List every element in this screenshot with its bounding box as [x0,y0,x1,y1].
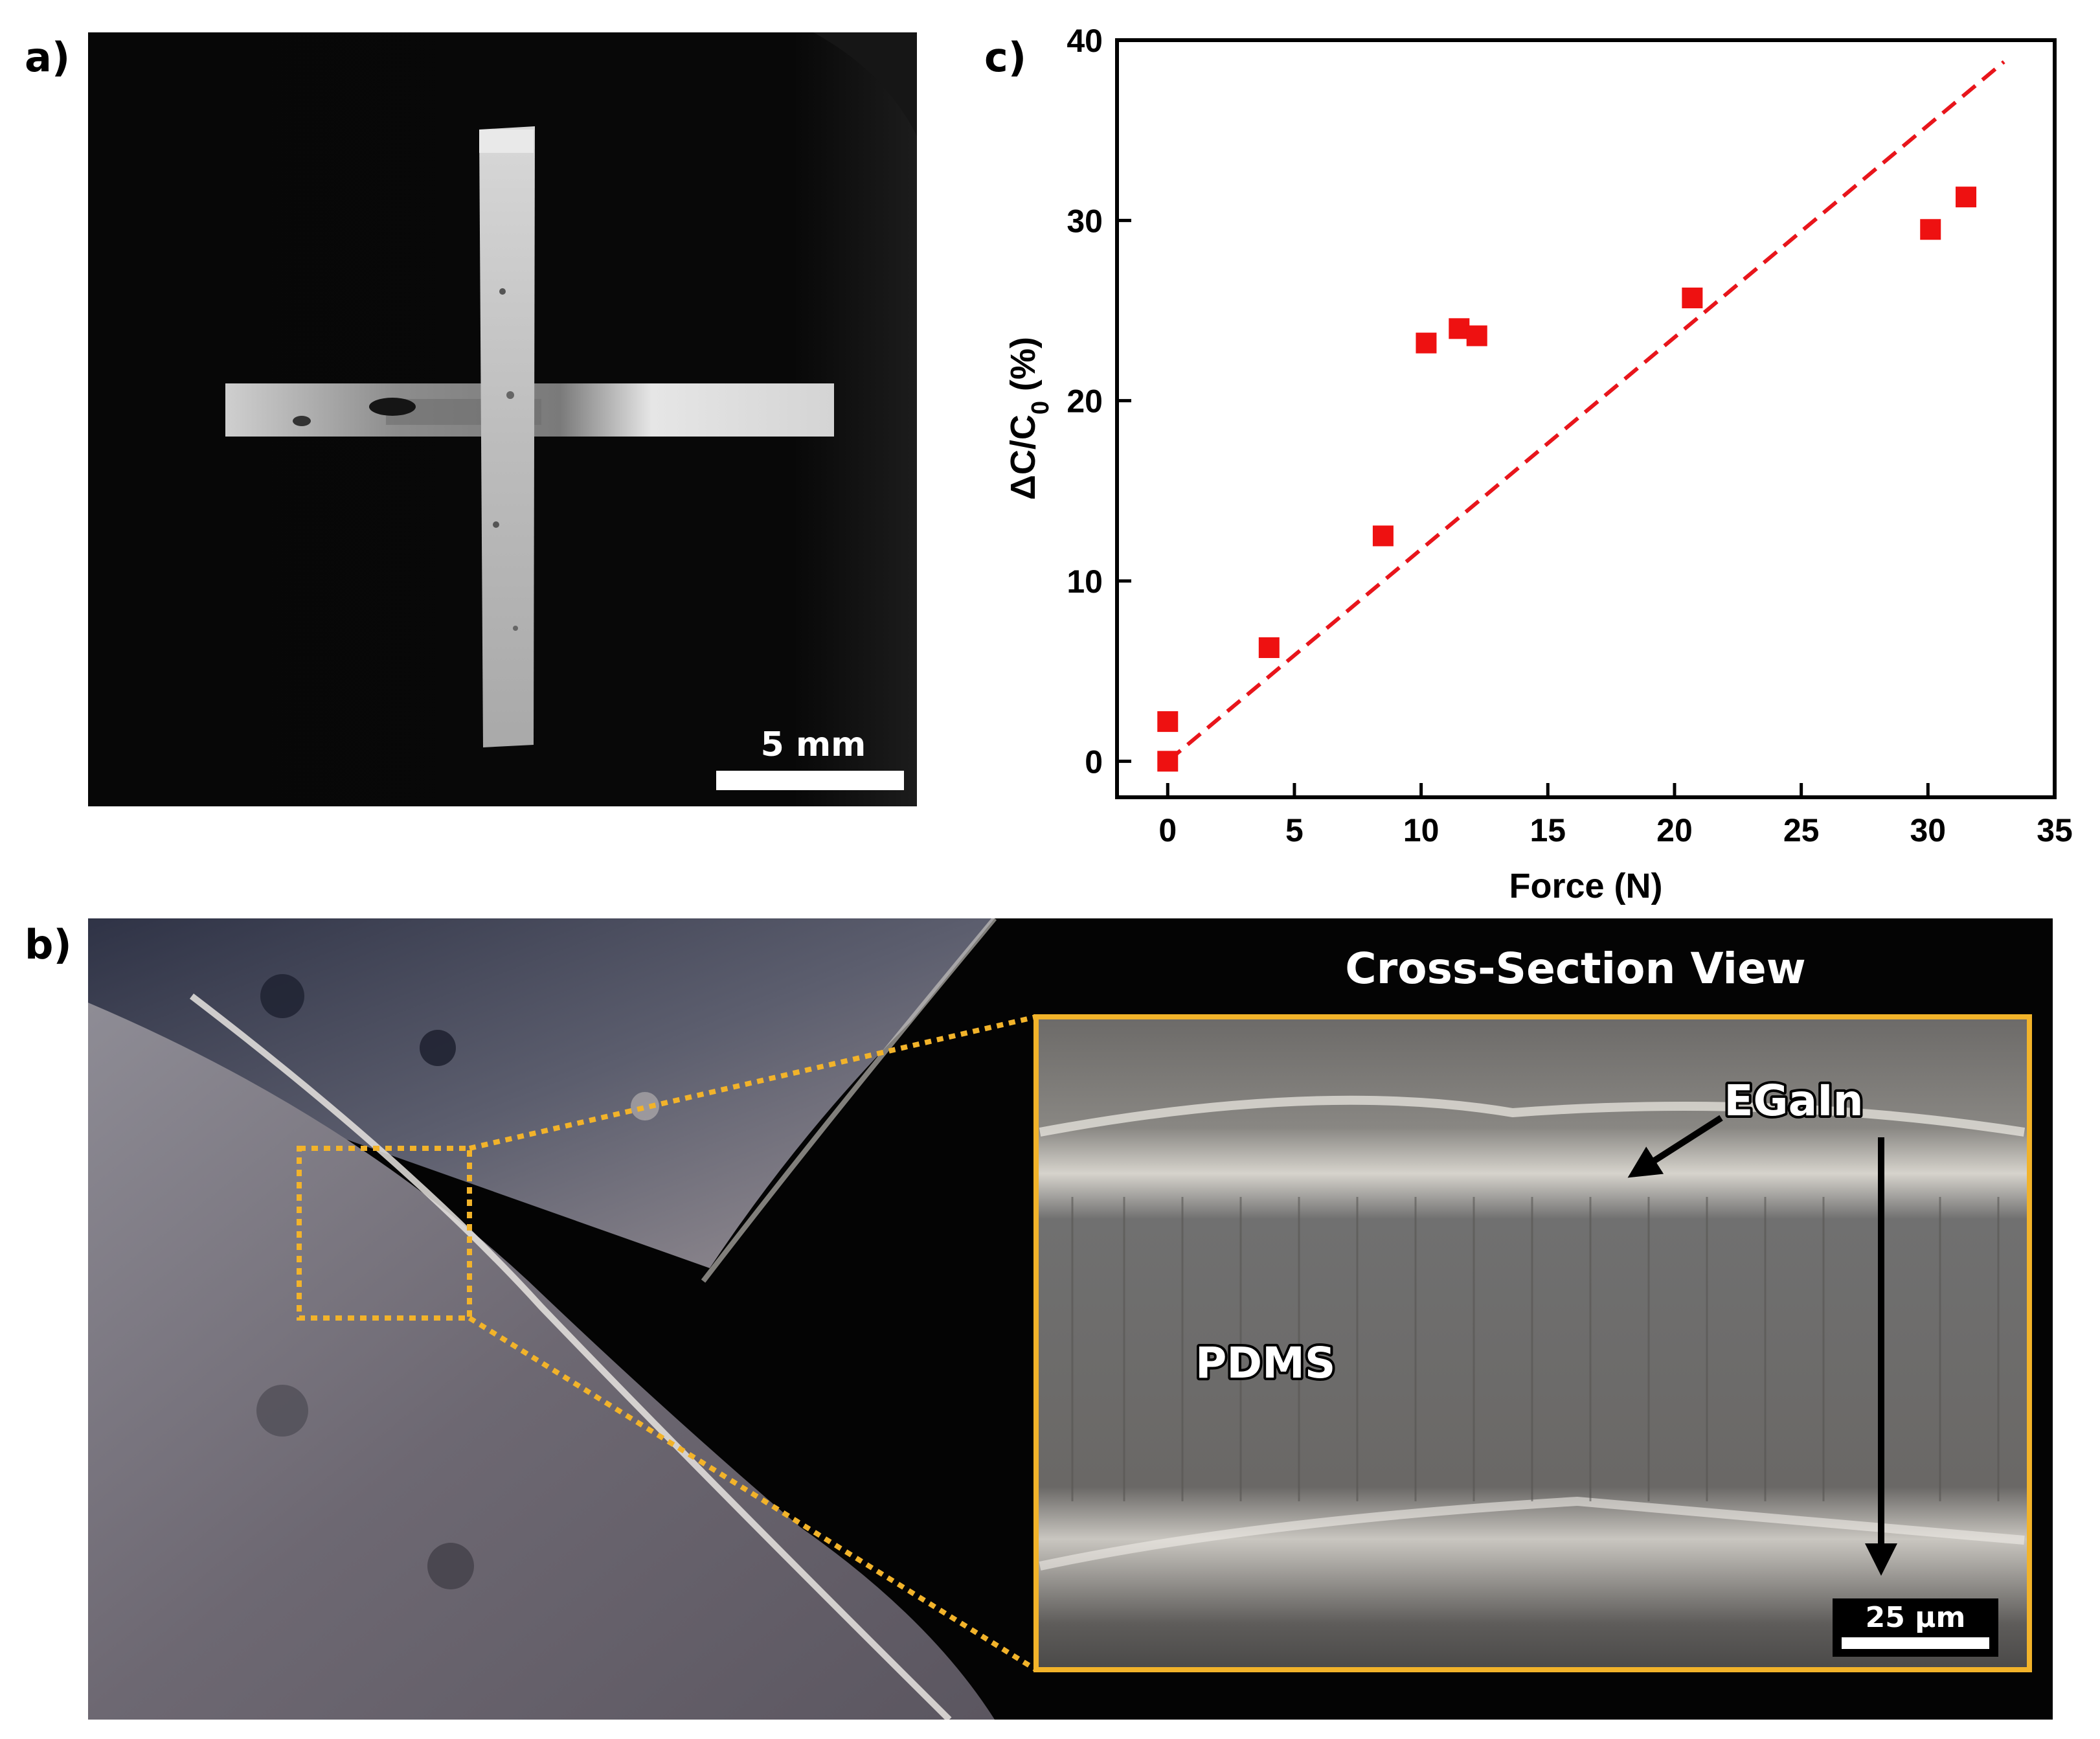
egain-label: EGaIn [1724,1076,1863,1126]
y-axis-label-unit: (%) [1004,337,1043,401]
panel-a-photo: 5 mm [88,32,917,806]
panel-a-scalebar-label: 5 mm [760,725,866,764]
panel-a-label: a) [25,34,71,81]
data-point [1258,637,1280,658]
x-tick-label: 20 [1656,812,1693,848]
data-point [1449,318,1470,339]
x-tick-label: 15 [1530,812,1566,848]
cross-sensor-image [88,32,917,806]
y-tick-label: 20 [1067,383,1103,420]
zoom-connector-top [469,1014,1037,1151]
x-tick-label: 5 [1285,812,1304,848]
y-tick-label: 30 [1067,203,1103,239]
inset-title: Cross-Section View [1345,944,1805,994]
microscope-image: Cross-Section View EGaIn PDMS 25 µm [88,918,2032,1720]
panel-b-label: b) [25,921,72,968]
panel-a-scalebar [716,771,904,790]
data-points [1157,187,1977,772]
y-tick-label: 10 [1067,563,1103,600]
panel-b-photo: Cross-Section View EGaIn PDMS 25 µm [88,918,2053,1720]
y-tick-label: 40 [1067,23,1103,59]
x-axis-label: Force (N) [1509,867,1662,905]
data-point [1372,525,1394,547]
data-point [1466,325,1487,347]
x-tick-label: 10 [1403,812,1440,848]
x-tick-label: 35 [2037,812,2073,848]
y-axis-label: ΔC/C0 (%) [1004,337,1054,500]
y-ticks: 0 10 20 30 40 [1067,23,1131,780]
y-tick-label: 0 [1085,744,1103,780]
linear-fit-line [1166,60,2005,763]
y-axis-label-subscript: 0 [1027,401,1054,415]
x-tick-label: 30 [1910,812,1947,848]
data-point [1157,711,1179,733]
y-axis-label-main: ΔC/C [1004,415,1043,500]
x-ticks: 0 5 10 15 20 25 30 35 [1158,783,2073,848]
pdms-label: PDMS [1195,1338,1335,1388]
panel-c-label: c) [984,34,1027,81]
data-point [1682,288,1703,309]
data-point [1416,332,1437,354]
data-point [1920,219,1941,240]
fit-line-group [1166,60,2005,763]
egain-pointer-arrow [1627,1115,1723,1178]
panel-b-scalebar-label: 25 µm [1866,1601,1966,1634]
panel-b-scalebar [1842,1637,1989,1649]
plot-frame [1115,38,2057,799]
zoom-connector-bottom [468,1315,1038,1672]
zoom-region-box [297,1146,472,1321]
data-point [1157,751,1179,772]
data-point [1956,187,1977,208]
x-tick-label: 0 [1158,812,1177,848]
x-tick-label: 25 [1783,812,1820,848]
